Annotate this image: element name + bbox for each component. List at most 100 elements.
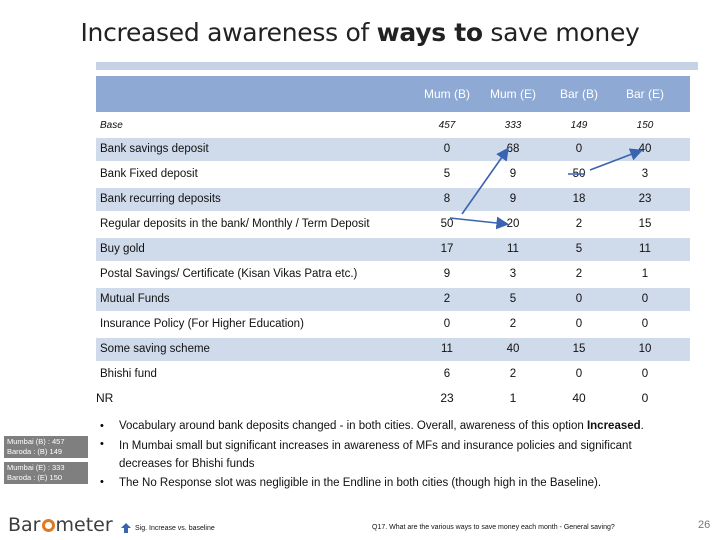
row-label: Mutual Funds: [100, 293, 170, 305]
row-value: 3: [509, 268, 517, 280]
base-value: 150: [636, 120, 654, 131]
logo-part2: meter: [55, 514, 113, 536]
col-mum-e: Mum (E): [490, 87, 536, 101]
row-value: 0: [641, 318, 649, 330]
row-value: 2: [509, 368, 517, 380]
table-row: Buy gold 17 11 5 11: [96, 238, 690, 261]
row-value: 3: [641, 168, 649, 180]
row-value: 2: [509, 318, 517, 330]
row-value: 11: [507, 243, 519, 255]
base-label: Base: [100, 120, 123, 131]
row-value: 15: [572, 343, 586, 355]
page-number: 26: [698, 519, 711, 531]
table-row: Postal Savings/ Certificate (Kisan Vikas…: [96, 263, 690, 286]
base-value: 333: [504, 120, 522, 131]
row-label: Buy gold: [100, 243, 145, 255]
row-value: 0: [575, 143, 583, 155]
bullet-1: Vocabulary around bank deposits changed …: [119, 420, 644, 432]
arrow-regular-mum: [449, 216, 510, 230]
bullet-2-line2: decreases for Bhishi funds: [119, 458, 255, 470]
row-value: 6: [443, 368, 451, 380]
row-value: 2: [575, 268, 583, 280]
row-value: 5: [575, 243, 583, 255]
table-row: Bhishi fund 6 2 0 0: [96, 363, 690, 386]
bullet-2-line1: In Mumbai small but significant increase…: [119, 440, 632, 452]
base-value: 457: [438, 120, 456, 131]
legend-endline: Mumbai (E) : 333 Baroda : (E) 150: [4, 462, 88, 484]
base-value: 149: [570, 120, 588, 131]
nr-value: 1: [509, 391, 517, 405]
nr-value: 0: [641, 391, 649, 405]
logo-part1: Bar: [8, 514, 41, 536]
row-value: 20: [506, 218, 520, 230]
table-row: Regular deposits in the bank/ Monthly / …: [96, 213, 690, 236]
row-label: Bank Fixed deposit: [100, 168, 198, 180]
sig-label: Sig. Increase vs. baseline: [135, 525, 215, 532]
row-label: Regular deposits in the bank/ Monthly / …: [100, 218, 370, 230]
row-value: 0: [443, 143, 451, 155]
bullet-dot: •: [100, 438, 104, 450]
row-label: Bank recurring deposits: [100, 193, 221, 205]
row-value: 0: [641, 293, 649, 305]
barometer-logo: Bar meter: [8, 514, 113, 536]
row-value: 10: [638, 343, 652, 355]
col-mum-b: Mum (B): [424, 87, 470, 101]
nr-label: NR: [96, 391, 114, 405]
row-value: 5: [509, 293, 517, 305]
row-value: 0: [575, 293, 583, 305]
row-value: 15: [638, 218, 652, 230]
row-value: 50: [440, 218, 454, 230]
bullet-1-end: .: [640, 420, 644, 432]
row-label: Bhishi fund: [100, 368, 157, 380]
legend-line: Mumbai (E) : 333: [7, 463, 65, 472]
row-value: 17: [440, 243, 454, 255]
bullet-1-text: Vocabulary around bank deposits changed …: [119, 420, 587, 432]
row-value: 2: [443, 293, 451, 305]
row-value: 0: [575, 318, 583, 330]
row-value: 68: [506, 143, 520, 155]
page-title: Increased awareness of ways to save mone…: [0, 18, 720, 47]
row-value: 1: [641, 268, 649, 280]
row-value: 2: [575, 218, 583, 230]
row-value: 23: [638, 193, 652, 205]
legend-line: Mumbai (B) : 457: [7, 437, 65, 446]
row-label: Bank savings deposit: [100, 143, 209, 155]
row-value: 9: [509, 168, 517, 180]
row-value: 0: [641, 368, 649, 380]
table-row: Bank recurring deposits 8 9 18 23: [96, 188, 690, 211]
table-row: Bank Fixed deposit 5 9 50 3: [96, 163, 690, 186]
row-value: 11: [441, 343, 453, 355]
bullet-1-bold: Increased: [586, 420, 641, 432]
bullet-dot: •: [100, 476, 104, 488]
table-row: Some saving scheme 11 40 15 10: [96, 338, 690, 361]
up-arrow-icon: [121, 523, 131, 533]
row-label: Insurance Policy (For Higher Education): [100, 318, 304, 330]
legend-line: Baroda : (E) 150: [7, 473, 63, 482]
row-value: 40: [506, 343, 520, 355]
row-label: Some saving scheme: [100, 343, 210, 355]
arrow-savings-bar: [589, 148, 643, 171]
row-value: 5: [443, 168, 451, 180]
row-value: 0: [443, 318, 451, 330]
col-bar-e: Bar (E): [625, 87, 664, 101]
legend-baseline: Mumbai (B) : 457 Baroda : (B) 149: [4, 436, 88, 458]
title-rule: [96, 62, 698, 70]
table-row: Insurance Policy (For Higher Education) …: [96, 313, 690, 336]
bullet-3: The No Response slot was negligible in t…: [119, 477, 602, 489]
row-value: 9: [443, 268, 451, 280]
table-row: Mutual Funds 2 5 0 0: [96, 288, 690, 311]
nr-value: 23: [440, 391, 454, 405]
title-suffix: save money: [482, 18, 640, 47]
row-value: 18: [572, 193, 586, 205]
bullet-dot: •: [100, 420, 104, 432]
logo-o-icon: [41, 519, 55, 532]
nr-value: 40: [572, 391, 586, 405]
legend-line: Baroda : (B) 149: [7, 447, 63, 456]
table-row: Bank savings deposit 0 68 0 40: [96, 138, 690, 161]
title-bold: ways to: [376, 18, 483, 47]
row-value: 0: [575, 368, 583, 380]
row-label: Postal Savings/ Certificate (Kisan Vikas…: [100, 268, 358, 280]
arrow-savings-mum: [461, 147, 509, 215]
row-value: 9: [509, 193, 517, 205]
